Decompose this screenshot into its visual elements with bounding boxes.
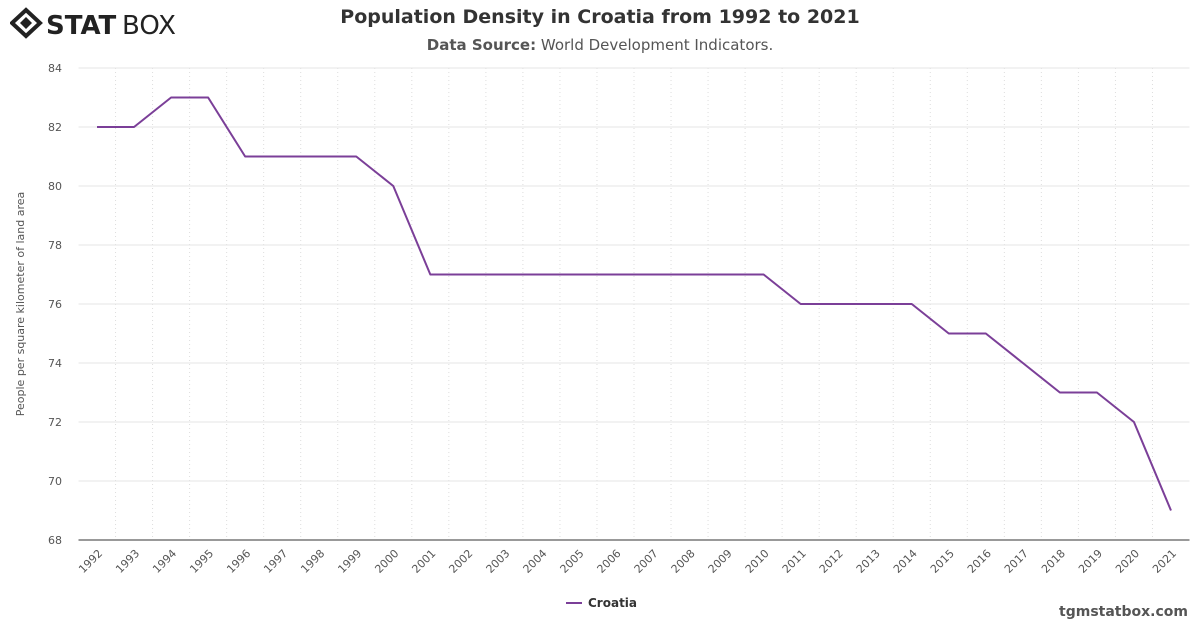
series-line-croatia	[97, 96, 1172, 511]
x-tick-label: 2014	[891, 547, 920, 576]
x-tick-label: 2005	[558, 547, 587, 576]
x-tick-label: 1997	[261, 547, 290, 576]
y-axis-title: People per square kilometer of land area	[14, 192, 27, 416]
x-tick-label: 1999	[335, 547, 364, 576]
source-label: Data Source:	[426, 36, 537, 54]
y-tick-label: 70	[48, 475, 62, 488]
x-tick-label: 1992	[76, 547, 105, 576]
y-tick-label: 82	[48, 121, 62, 134]
x-tick-label: 1994	[150, 547, 179, 576]
x-tick-label: 2010	[743, 547, 772, 576]
x-tick-label: 1993	[113, 547, 142, 576]
svg-text:STAT: STAT	[46, 11, 117, 40]
x-tick-label: 1996	[224, 547, 253, 576]
chart-title: Population Density in Croatia from 1992 …	[340, 6, 860, 28]
x-tick-label: 2011	[780, 547, 809, 576]
x-tick-label: 2009	[706, 547, 735, 576]
x-tick-label: 2001	[409, 547, 438, 576]
y-tick-label: 80	[48, 180, 62, 193]
y-tick-label: 78	[48, 239, 62, 252]
y-tick-label: 68	[48, 534, 62, 547]
y-tick-label: 74	[48, 357, 62, 370]
x-tick-label: 2006	[595, 547, 624, 576]
x-tick-label: 2016	[965, 547, 994, 576]
statbox-logo: STAT BOX	[9, 6, 180, 44]
x-tick-label: 1995	[187, 547, 216, 576]
x-tick-label: 2021	[1150, 547, 1179, 576]
chart-subtitle: Data Source: World Development Indicator…	[0, 36, 1200, 54]
x-tick-label: 2008	[669, 547, 698, 576]
x-tick-label: 2019	[1076, 547, 1105, 576]
x-tick-label: 2012	[817, 547, 846, 576]
x-tick-label: 2002	[446, 547, 475, 576]
x-tick-label: 2007	[632, 547, 661, 576]
x-tick-label: 2004	[521, 547, 550, 576]
x-tick-label: 2000	[372, 547, 401, 576]
x-tick-label: 2013	[854, 547, 883, 576]
x-tick-label: 2015	[928, 547, 957, 576]
x-tick-label: 2018	[1039, 547, 1068, 576]
source-value: World Development Indicators.	[540, 36, 774, 54]
y-tick-label: 72	[48, 416, 62, 429]
x-tick-label: 2017	[1002, 547, 1031, 576]
y-tick-label: 84	[48, 62, 62, 75]
credit: tgmstatbox.com	[1059, 604, 1188, 620]
x-tick-label: 1998	[298, 547, 327, 576]
x-tick-label: 2020	[1113, 547, 1142, 576]
svg-text:BOX: BOX	[122, 11, 176, 40]
y-tick-label: 76	[48, 298, 62, 311]
legend-item-croatia: Croatia	[588, 596, 637, 610]
x-tick-label: 2003	[484, 547, 513, 576]
